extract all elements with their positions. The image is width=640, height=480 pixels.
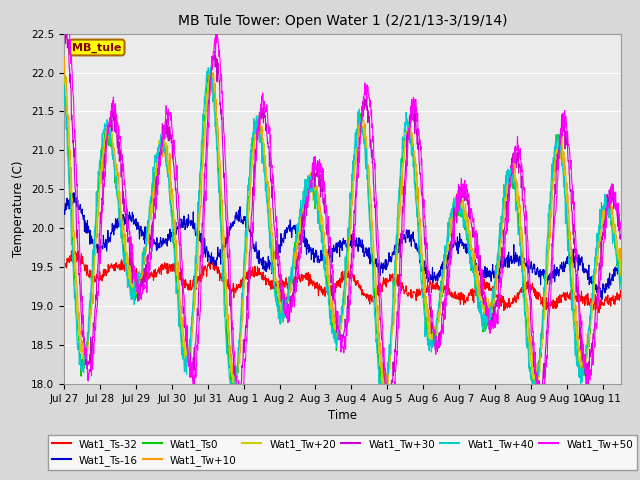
Wat1_Tw+10 [60,53,68,59]
Wat1_Ts-32 [297,279,305,285]
Wat1_Tw+10 [126,279,134,285]
Wat1_Ts-32 [68,246,76,252]
Wat1_Tw+20 [297,215,305,220]
Wat1_Ts0 [126,278,134,284]
Wat1_Ts-32 [617,295,625,300]
Wat1_Tw+40 [60,82,68,88]
Wat1_Tw+50 [297,248,305,254]
Wat1_Ts-32 [308,280,316,286]
Wat1_Ts-32 [378,283,385,288]
Wat1_Ts-16 [378,260,385,266]
Line: Wat1_Ts-32: Wat1_Ts-32 [64,249,621,313]
Wat1_Tw+40 [378,389,385,395]
Wat1_Ts-16 [60,207,68,213]
Wat1_Tw+30 [60,24,68,29]
Wat1_Tw+20 [617,273,625,279]
Wat1_Tw+10 [103,126,111,132]
Wat1_Ts-16 [308,252,316,257]
Wat1_Tw+10 [318,216,326,221]
Wat1_Tw+50 [318,170,326,176]
Wat1_Tw+50 [617,224,625,229]
Line: Wat1_Tw+50: Wat1_Tw+50 [64,0,621,416]
Wat1_Tw+20 [126,278,134,284]
Wat1_Tw+30 [61,20,68,26]
Wat1_Ts-32 [60,259,68,265]
Wat1_Ts-16 [70,190,78,195]
Wat1_Ts0 [381,398,388,404]
X-axis label: Time: Time [328,409,357,422]
Wat1_Tw+10 [308,169,316,175]
Wat1_Ts-16 [617,259,625,265]
Line: Wat1_Ts0: Wat1_Ts0 [64,68,621,401]
Wat1_Tw+20 [382,385,390,391]
Wat1_Tw+30 [126,258,134,264]
Wat1_Tw+50 [308,171,316,177]
Wat1_Tw+50 [60,2,68,8]
Wat1_Tw+10 [382,386,390,392]
Wat1_Ts-32 [318,289,326,295]
Wat1_Tw+40 [380,404,387,410]
Wat1_Tw+30 [297,232,305,238]
Line: Wat1_Tw+30: Wat1_Tw+30 [64,23,621,408]
Wat1_Tw+20 [103,132,111,138]
Title: MB Tule Tower: Open Water 1 (2/21/13-3/19/14): MB Tule Tower: Open Water 1 (2/21/13-3/1… [178,14,507,28]
Wat1_Tw+30 [617,237,625,242]
Wat1_Tw+10 [377,347,385,353]
Line: Wat1_Ts-16: Wat1_Ts-16 [64,192,621,299]
Wat1_Tw+20 [378,365,385,371]
Wat1_Ts0 [308,189,316,195]
Wat1_Tw+20 [308,176,316,182]
Wat1_Ts0 [617,281,625,287]
Wat1_Tw+40 [126,283,134,288]
Wat1_Ts-16 [126,216,134,222]
Wat1_Tw+50 [104,123,111,129]
Wat1_Ts-32 [104,269,111,275]
Wat1_Tw+10 [296,222,304,228]
Wat1_Tw+20 [206,69,214,74]
Wat1_Tw+50 [385,413,393,419]
Wat1_Tw+10 [617,249,625,255]
Wat1_Ts-16 [104,235,111,241]
Wat1_Ts-16 [318,255,326,261]
Wat1_Tw+40 [318,238,326,243]
Wat1_Tw+20 [318,235,326,241]
Wat1_Ts-32 [126,272,134,277]
Line: Wat1_Tw+40: Wat1_Tw+40 [64,67,621,407]
Y-axis label: Temperature (C): Temperature (C) [12,160,26,257]
Wat1_Tw+40 [297,197,305,203]
Line: Wat1_Tw+10: Wat1_Tw+10 [64,56,621,389]
Wat1_Ts0 [296,214,304,219]
Text: MB_tule: MB_tule [72,42,122,53]
Wat1_Ts-16 [297,229,305,235]
Wat1_Tw+30 [308,177,316,182]
Wat1_Ts0 [318,234,326,240]
Wat1_Ts0 [377,378,385,384]
Wat1_Ts0 [103,136,111,142]
Wat1_Tw+50 [378,296,385,302]
Line: Wat1_Tw+20: Wat1_Tw+20 [64,72,621,388]
Wat1_Ts0 [60,65,68,71]
Legend: Wat1_Ts-32, Wat1_Ts-16, Wat1_Ts0, Wat1_Tw+10, Wat1_Tw+20, Wat1_Tw+30, Wat1_Tw+40: Wat1_Ts-32, Wat1_Ts-16, Wat1_Ts0, Wat1_T… [47,434,637,470]
Wat1_Ts-32 [595,310,603,316]
Wat1_Tw+30 [385,405,392,410]
Wat1_Tw+30 [318,182,326,188]
Wat1_Tw+40 [617,274,625,279]
Wat1_Tw+20 [60,72,68,78]
Wat1_Tw+40 [308,186,316,192]
Wat1_Tw+40 [207,64,214,70]
Wat1_Ts-16 [598,296,606,302]
Wat1_Tw+40 [103,117,111,122]
Wat1_Tw+50 [126,240,134,246]
Wat1_Tw+30 [104,131,111,137]
Wat1_Tw+30 [378,328,385,334]
